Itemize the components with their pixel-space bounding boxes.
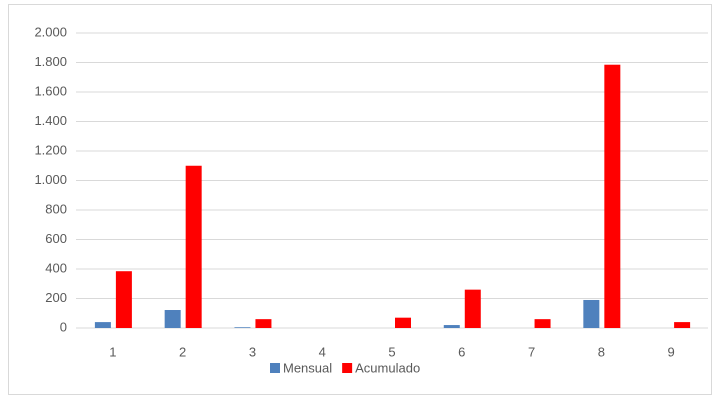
y-tick-label: 800 [45,201,67,216]
y-tick-label: 1.000 [34,172,67,187]
bar [583,299,600,328]
y-tick-label: 0 [60,319,67,334]
x-tick-label: 2 [179,344,186,359]
x-tick-label: 4 [319,344,326,359]
x-tick-label: 7 [528,344,535,359]
y-tick-label: 1.600 [34,83,67,98]
bar [185,165,202,328]
x-tick-label: 1 [109,344,116,359]
x-tick-label: 6 [458,344,465,359]
bar [164,310,181,328]
legend-swatch [342,363,353,373]
bar [443,325,460,328]
bar [674,322,691,328]
y-tick-label: 400 [45,260,67,275]
y-tick-label: 200 [45,290,67,305]
x-tick-label: 8 [598,344,605,359]
bar [94,322,111,328]
y-tick-label: 1.400 [34,113,67,128]
x-tick-label: 5 [388,344,395,359]
y-tick-label: 600 [45,231,67,246]
bar [234,327,251,328]
y-tick-label: 2.000 [34,24,67,39]
bar [534,319,551,328]
y-tick-label: 1.200 [34,142,67,157]
bar [464,289,481,328]
bar [115,271,132,328]
x-tick-label: 9 [667,344,674,359]
legend-label: Acumulado [355,360,420,375]
y-tick-label: 1.800 [34,54,67,69]
legend-swatch [270,363,280,373]
x-tick-label: 3 [249,344,256,359]
bar [255,319,272,328]
legend-label: Mensual [283,360,332,375]
bar [395,317,411,328]
chart-frame [8,4,712,395]
bar [604,64,621,329]
